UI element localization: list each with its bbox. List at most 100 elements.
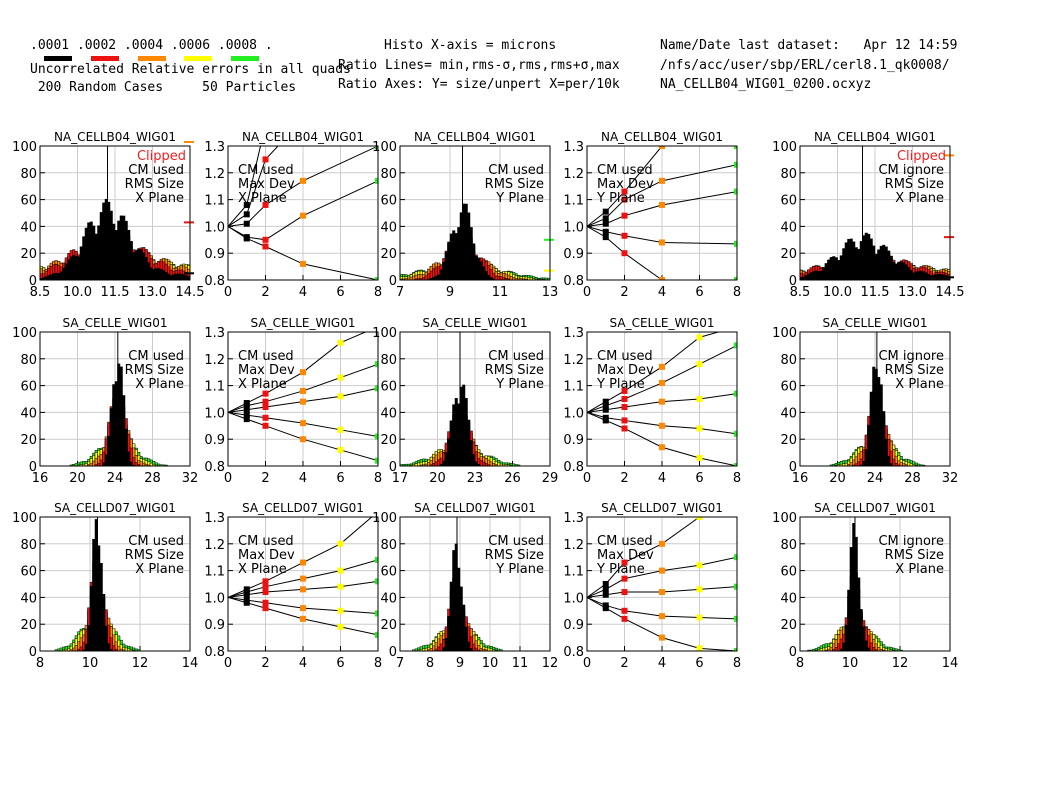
plot-info-label: Max Dev (597, 177, 654, 192)
x-tick-label: 11.5 (861, 285, 890, 300)
plot-info-label: CM used (488, 534, 544, 549)
histogram-bar (477, 257, 481, 280)
plot-frame (799, 331, 951, 467)
ratio-point (659, 567, 665, 574)
histogram-bar (84, 643, 88, 651)
plot-info-label: CM used (128, 163, 184, 178)
y-tick-label: 20 (380, 433, 397, 448)
histogram-bar (884, 438, 888, 466)
x-tick-label: 8 (796, 656, 804, 671)
histogram-bar (437, 459, 441, 466)
histogram-bar (452, 230, 456, 280)
y-tick-label: 100 (12, 326, 37, 341)
x-tick-label: 28 (904, 471, 921, 486)
y-tick-label: 0 (389, 274, 397, 289)
histogram-bar (917, 270, 921, 280)
plot-info-label: CM used (488, 349, 544, 364)
histogram-bar (872, 647, 876, 651)
histogram-bar (107, 436, 111, 466)
ratio-point (337, 446, 344, 453)
plot-frame (586, 516, 738, 652)
ratio-point (262, 589, 269, 596)
histogram-bar (884, 246, 888, 280)
ratio-point (659, 277, 665, 280)
histogram-bar (124, 220, 128, 280)
histogram-bar (879, 245, 883, 280)
histogram-bar (132, 457, 136, 466)
histogram-bar (849, 462, 853, 466)
plot-info-label: CM used (597, 163, 653, 178)
x-tick-label: 10 (82, 656, 99, 671)
ratio-point (262, 201, 269, 208)
ratio-line (228, 559, 378, 598)
histogram-bar (864, 232, 868, 280)
x-tick-label: 20 (429, 471, 446, 486)
header-histo-axis: Histo X-axis = microns (384, 38, 557, 53)
x-tick-label: 2 (261, 471, 269, 486)
ratio-point (375, 457, 378, 464)
ratio-point (300, 212, 306, 219)
y-tick-label: 100 (772, 326, 797, 341)
histogram-bar (442, 647, 446, 651)
plot-info-label: X Plane (895, 562, 944, 577)
y-tick-label: 80 (20, 353, 37, 368)
plot-frame (586, 331, 738, 467)
histogram-bar (62, 267, 66, 280)
histogram-bar (464, 398, 468, 466)
x-tick-label: 12 (132, 656, 149, 671)
ratio-point (659, 540, 665, 547)
x-tick-label: 20 (69, 471, 86, 486)
ratio-line (228, 596, 378, 614)
y-tick-label: 0.8 (204, 460, 225, 475)
ratio-point (243, 220, 250, 227)
histogram-bar (817, 270, 821, 280)
x-tick-label: 6 (695, 656, 703, 671)
y-tick-label: 0.8 (204, 274, 225, 289)
ratio-point (659, 398, 665, 405)
plot-area (54, 517, 141, 651)
histogram-bar (864, 640, 868, 651)
histogram-bar (57, 273, 61, 280)
ratio-point (602, 208, 609, 215)
ratio-point (659, 422, 665, 429)
y-tick-label: 60 (780, 380, 797, 395)
plot-panel-10: SA_CELLD07_WIG01 0 20 40 60 80 100 8 10 12 14 CM us… (12, 501, 198, 671)
histogram-bar (472, 243, 476, 280)
ratio-point (734, 509, 740, 515)
x-tick-label: 8 (733, 471, 741, 486)
plot-info-label: CM ignore (878, 163, 944, 178)
histogram-bar (59, 271, 63, 280)
plot-info-label: X Plane (238, 377, 287, 392)
histogram-bar (149, 267, 153, 280)
histogram-bar (142, 252, 146, 280)
histogram-bar (427, 462, 431, 466)
histogram-bar (119, 215, 123, 280)
plot-title: SA_CELLE_WIG01 (423, 316, 528, 330)
histogram-bar (834, 257, 838, 280)
plot-panel-11: SA_CELLD07_WIG01 0.8 0.9 1.0 1.1 1.2 1.3 0 2 4 6 8 C… (204, 501, 382, 671)
plot-panel-9: SA_CELLE_WIG01 0 20 40 60 80 100 16 20 24 28 32 CM i… (772, 316, 958, 486)
histogram-bar (67, 259, 71, 280)
ratio-point (621, 589, 628, 596)
histogram-bar (457, 567, 461, 651)
histogram-bar (877, 377, 881, 466)
histogram-bar (922, 271, 926, 280)
plot-info-label: CM used (488, 163, 544, 178)
histogram-bar (882, 244, 886, 280)
plot-area (69, 332, 168, 466)
plot-info-label: Max Dev (597, 363, 654, 378)
plot-area (829, 332, 926, 466)
plot-area (400, 332, 521, 466)
plot-frame (227, 516, 379, 652)
ratio-point (621, 425, 628, 432)
histogram-bar (144, 257, 148, 280)
ratio-point (621, 396, 628, 402)
histogram-bar (72, 255, 76, 280)
histogram-bar (74, 645, 78, 651)
ratio-point (621, 607, 628, 614)
ratio-point (602, 402, 609, 409)
histogram-bar (74, 255, 78, 280)
ratio-point (621, 232, 628, 239)
ratio-point (602, 398, 609, 405)
plot-panel-2: NA_CELLB04_WIG01 0 20 40 60 80 100 7 9 11 13 CM use… (372, 130, 558, 300)
